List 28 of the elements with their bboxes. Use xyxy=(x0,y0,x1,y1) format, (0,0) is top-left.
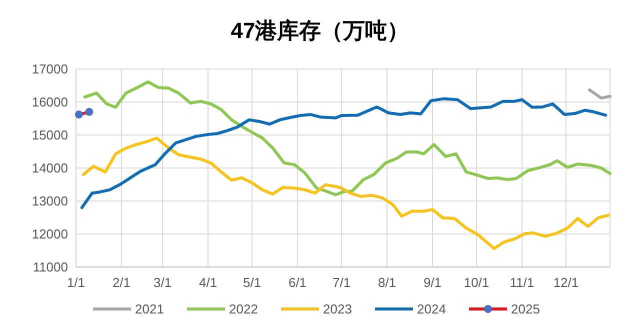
legend-label: 2025 xyxy=(511,302,540,317)
line-series xyxy=(80,97,608,210)
x-tick-label: 11/1 xyxy=(510,275,534,290)
x-tick-label: 7/1 xyxy=(332,275,351,290)
legend-label: 2024 xyxy=(417,302,446,317)
y-tick-label: 11000 xyxy=(32,260,68,275)
y-tick-label: 14000 xyxy=(32,160,68,176)
x-tick-label: 4/1 xyxy=(198,275,218,290)
x-tick-label: 5/1 xyxy=(243,275,262,290)
line-series xyxy=(82,136,610,250)
legend-label: 2023 xyxy=(323,302,352,317)
x-tick-label: 12/1 xyxy=(553,275,579,290)
y-tick-label: 12000 xyxy=(32,226,68,242)
legend-label: 2021 xyxy=(135,302,164,317)
y-tick-label: 16000 xyxy=(32,94,68,110)
y-tick-label: 17000 xyxy=(32,62,68,77)
legend-label: 2022 xyxy=(229,302,258,317)
x-tick-label: 9/1 xyxy=(423,275,442,290)
x-tick-label: 8/1 xyxy=(378,275,396,290)
x-tick-label: 6/1 xyxy=(288,275,307,290)
y-tick-label: 13000 xyxy=(32,194,68,209)
y-tick-label: 15000 xyxy=(32,128,68,143)
x-tick-label: 3/1 xyxy=(154,275,172,290)
x-tick-label: 1/1 xyxy=(66,275,86,290)
x-tick-label: 2/1 xyxy=(112,275,131,290)
line-series xyxy=(83,80,612,196)
chart-title: 47港库存（万吨） xyxy=(230,18,410,43)
x-tick-label: 10/1 xyxy=(464,275,490,290)
